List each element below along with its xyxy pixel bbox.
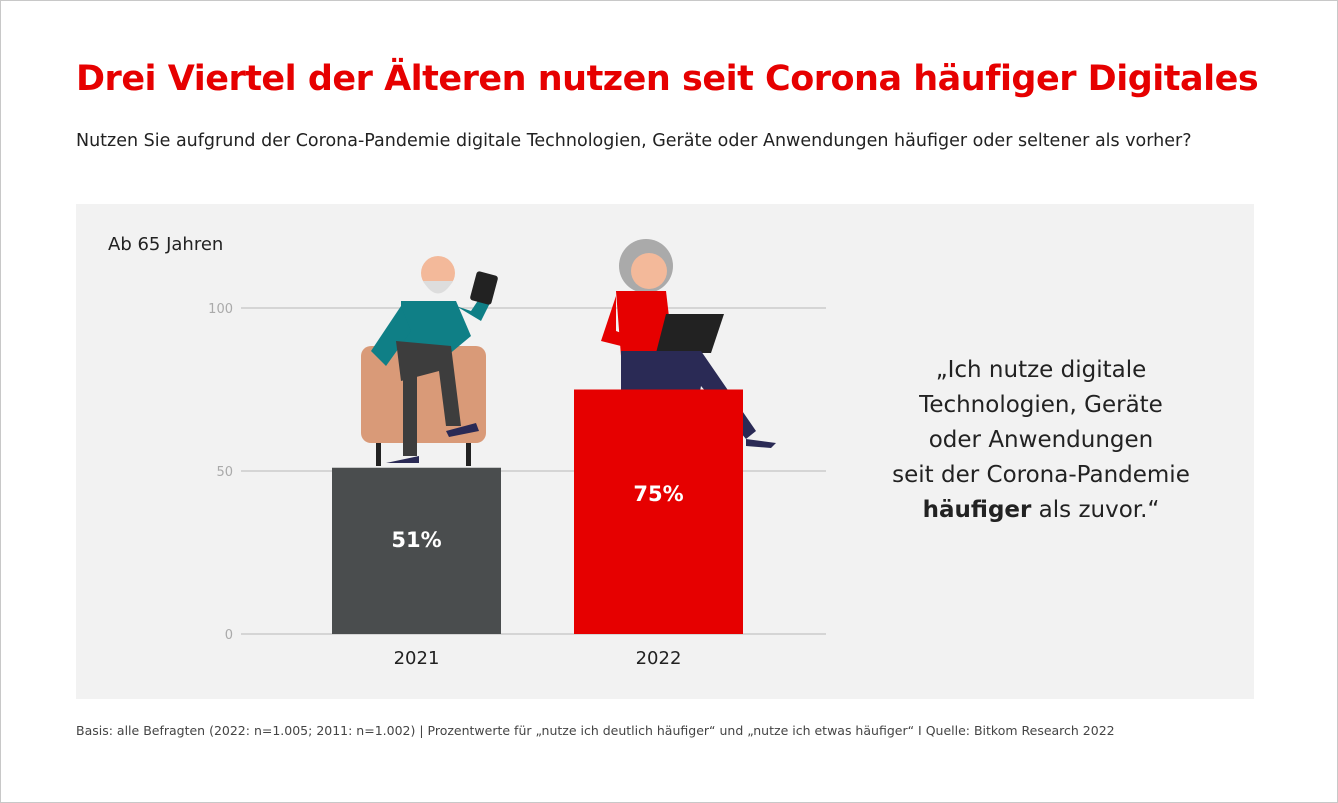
data-label: 75% <box>633 482 683 506</box>
chart-subtitle: Nutzen Sie aufgrund der Corona-Pandemie … <box>76 131 1192 151</box>
x-tick-label: 2021 <box>394 648 440 669</box>
quote-line: „Ich nutze digitale <box>935 357 1147 383</box>
bar-2021 <box>332 467 501 634</box>
group-label: Ab 65 Jahren <box>108 234 224 255</box>
y-tick-label: 50 <box>216 465 233 480</box>
x-tick-label: 2022 <box>636 648 682 669</box>
quote-line: oder Anwendungen <box>928 427 1154 453</box>
y-tick-label: 100 <box>208 302 233 317</box>
y-tick-label: 0 <box>225 628 233 643</box>
senior-man-illustration <box>361 256 498 466</box>
quote-line: häufiger als zuvor.“ <box>861 493 1221 528</box>
quote-line: seit der Corona-Pandemie <box>892 462 1190 488</box>
chart-title: Drei Viertel der Älteren nutzen seit Cor… <box>76 59 1259 99</box>
data-label: 51% <box>391 528 441 552</box>
footnote: Basis: alle Befragten (2022: n=1.005; 20… <box>76 723 1115 738</box>
quote-rest: als zuvor.“ <box>1031 497 1160 523</box>
quote-line: Technologien, Geräte <box>919 392 1163 418</box>
quote-text: „Ich nutze digitale Technologien, Geräte… <box>861 353 1221 528</box>
bar-2022 <box>574 389 743 634</box>
quote-emphasis: häufiger <box>922 497 1032 523</box>
